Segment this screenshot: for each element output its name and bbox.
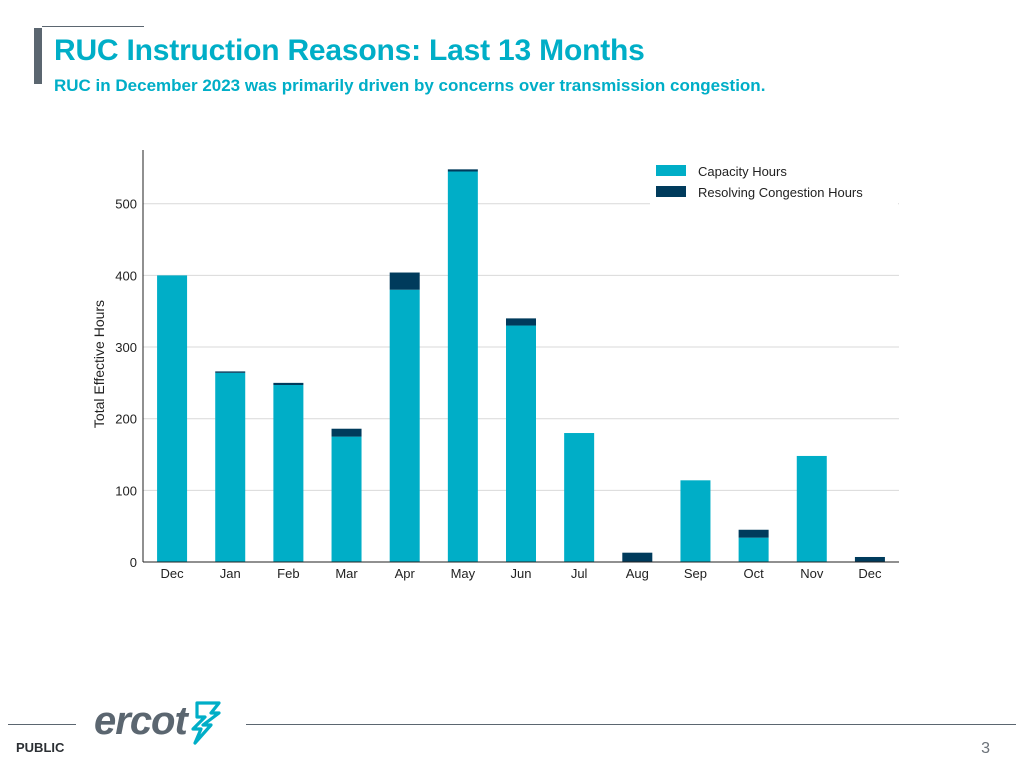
top-rule <box>42 26 144 27</box>
y-tick-label: 500 <box>115 197 137 212</box>
title-accent-bar <box>34 28 42 84</box>
bar-congestion <box>506 318 536 326</box>
bar-chart: 0 100 200 300 400 500 Total Effective Hours Dec… <box>91 150 899 581</box>
bar-congestion <box>854 556 885 562</box>
x-tick-label: May <box>451 566 476 581</box>
bar-congestion <box>389 272 420 290</box>
x-tick-label: Dec <box>161 566 185 581</box>
legend-box <box>650 158 898 206</box>
page-subtitle: RUC in December 2023 was primarily drive… <box>54 76 766 95</box>
y-tick-label: 400 <box>115 268 137 283</box>
classification-label: PUBLIC <box>16 740 65 755</box>
bar-capacity <box>389 289 420 562</box>
bar-capacity <box>157 275 188 562</box>
x-tick-label: Jun <box>511 566 532 581</box>
x-tick-label: Feb <box>277 566 299 581</box>
bar-capacity <box>215 372 246 562</box>
y-tick-label: 200 <box>115 412 137 427</box>
page-number: 3 <box>981 740 990 757</box>
logo-text: ercot <box>94 699 188 743</box>
x-tick-label: Jan <box>220 566 241 581</box>
legend-label: Resolving Congestion Hours <box>698 185 863 200</box>
legend-swatch <box>656 165 686 176</box>
page-title: RUC Instruction Reasons: Last 13 Months <box>54 34 645 67</box>
x-tick-label: Nov <box>800 566 824 581</box>
x-tick-label: Dec <box>858 566 882 581</box>
ercot-logo: ercot <box>94 696 223 746</box>
x-tick-label: Mar <box>335 566 358 581</box>
bar-capacity <box>331 436 362 562</box>
bar-congestion <box>215 371 246 373</box>
bar-capacity <box>796 455 827 562</box>
bar-congestion <box>331 428 362 437</box>
bar-congestion <box>273 382 304 386</box>
bar-capacity <box>447 171 478 562</box>
bar-congestion <box>447 169 478 172</box>
bar-capacity <box>738 537 769 562</box>
bar-capacity <box>506 325 536 562</box>
footer-rule-left <box>8 724 76 725</box>
bar-congestion <box>738 529 769 538</box>
bar-capacity <box>564 433 595 562</box>
x-tick-label: Apr <box>395 566 416 581</box>
y-axis-label: Total Effective Hours <box>91 300 107 428</box>
ercot-bolt-icon <box>191 701 221 745</box>
y-tick-label: 0 <box>130 555 137 570</box>
x-tick-label: Sep <box>684 566 707 581</box>
bar-capacity <box>680 480 711 562</box>
bar-congestion <box>622 552 653 562</box>
footer-rule-right <box>246 724 1016 725</box>
x-tick-label: Aug <box>626 566 649 581</box>
bar-capacity <box>273 385 304 562</box>
legend-swatch <box>656 186 686 197</box>
legend-label: Capacity Hours <box>698 164 787 179</box>
y-tick-label: 100 <box>115 483 137 498</box>
y-tick-label: 300 <box>115 340 137 355</box>
x-tick-label: Jul <box>571 566 588 581</box>
x-tick-label: Oct <box>743 566 764 581</box>
